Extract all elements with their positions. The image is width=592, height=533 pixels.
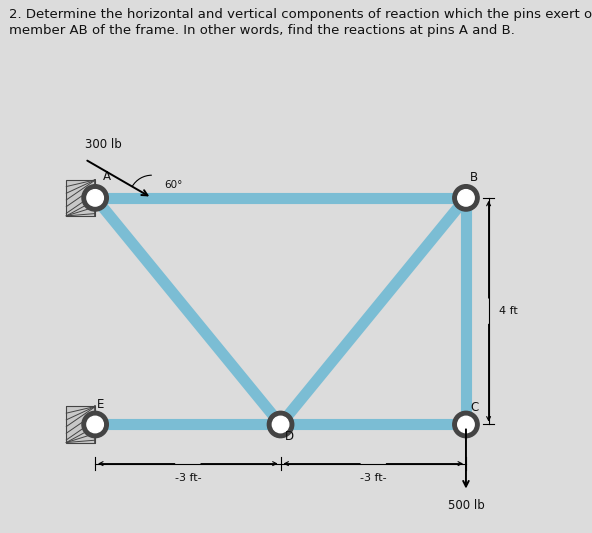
Circle shape [458,416,474,433]
Circle shape [87,190,104,206]
Circle shape [272,416,289,433]
Circle shape [268,411,294,438]
Bar [66,180,95,216]
Bar [66,407,95,442]
Text: 2. Determine the horizontal and vertical components of reaction which the pins e: 2. Determine the horizontal and vertical… [9,8,592,21]
Circle shape [82,411,108,438]
Circle shape [87,416,104,433]
Text: 4 ft: 4 ft [499,306,517,316]
Circle shape [82,184,108,211]
Text: 60°: 60° [164,180,182,190]
Text: D: D [285,430,294,442]
Text: -3 ft-: -3 ft- [175,473,201,483]
Circle shape [458,190,474,206]
Text: 300 lb: 300 lb [85,138,121,151]
Text: A: A [104,171,111,183]
Circle shape [453,411,479,438]
Text: C: C [470,401,478,414]
Text: B: B [470,172,478,184]
Text: 500 lb: 500 lb [448,499,484,512]
Text: member AB of the frame. In other words, find the reactions at pins A and B.: member AB of the frame. In other words, … [9,24,515,37]
Text: -3 ft-: -3 ft- [360,473,387,483]
Circle shape [453,184,479,211]
Text: E: E [97,398,105,411]
